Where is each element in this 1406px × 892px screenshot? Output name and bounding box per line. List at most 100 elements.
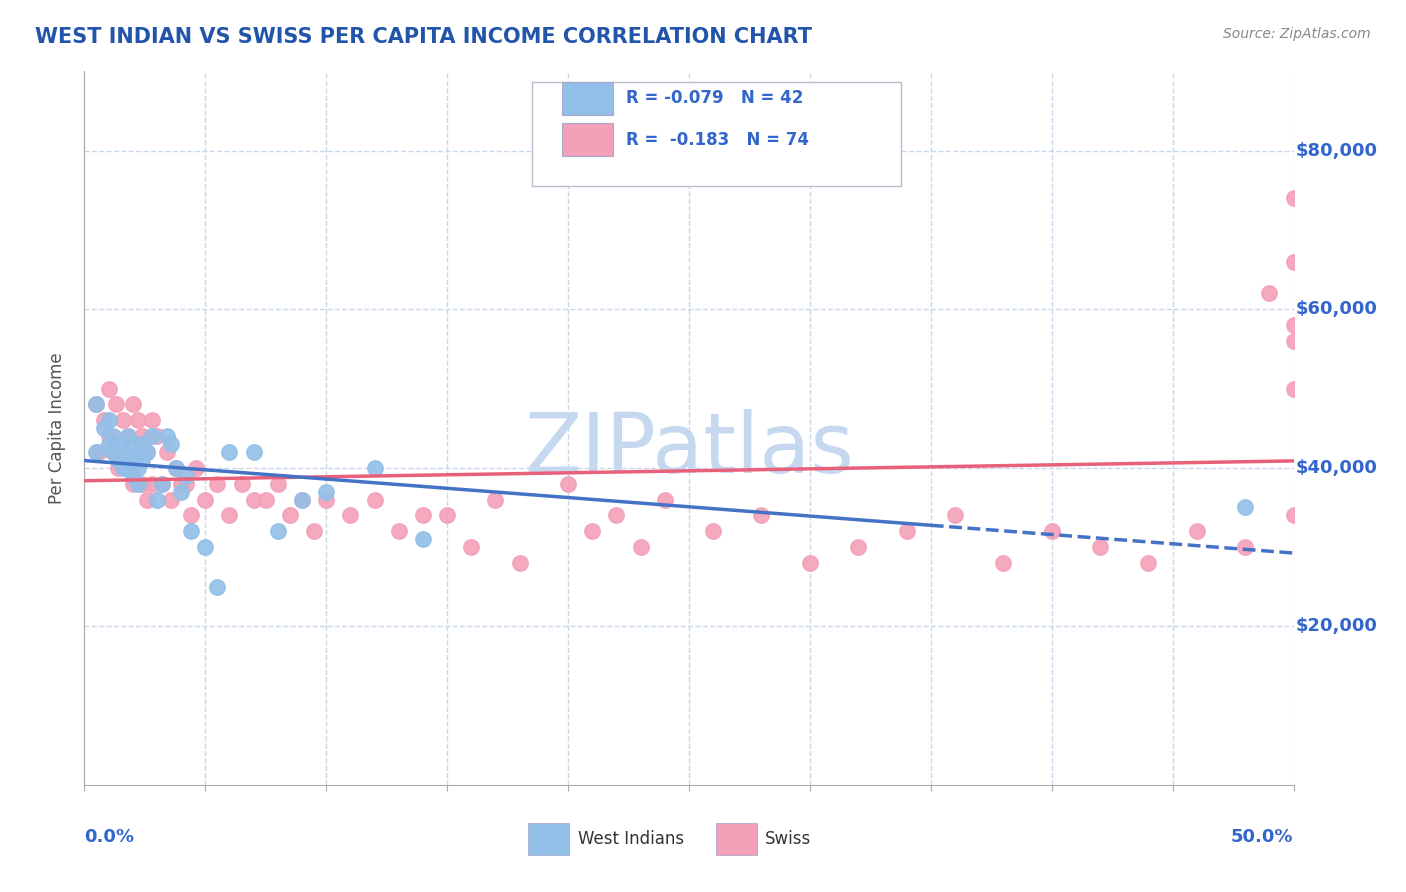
Point [104, 397, 127, 411]
Point [150, 476, 173, 491]
Point [363, 492, 385, 507]
FancyBboxPatch shape [562, 123, 613, 156]
Point [315, 484, 337, 499]
Point [315, 492, 337, 507]
Point [97, 437, 120, 451]
Point [127, 476, 149, 491]
Point [127, 460, 149, 475]
Point [1040, 524, 1063, 539]
Point [155, 429, 177, 443]
Point [581, 524, 603, 539]
Point [751, 508, 773, 523]
Point [557, 476, 579, 491]
Point [117, 460, 139, 475]
Point [107, 437, 129, 451]
Point [180, 508, 202, 523]
Point [630, 540, 652, 554]
Text: R = -0.079   N = 42: R = -0.079 N = 42 [626, 89, 803, 107]
Point [131, 437, 153, 451]
Point [1137, 556, 1160, 570]
Point [165, 460, 187, 475]
Point [302, 524, 325, 539]
FancyBboxPatch shape [529, 823, 569, 855]
Point [121, 437, 143, 451]
Point [155, 445, 177, 459]
Text: 50.0%: 50.0% [1232, 828, 1294, 846]
Text: $60,000: $60,000 [1296, 301, 1378, 318]
Point [103, 445, 125, 459]
Point [174, 476, 197, 491]
Point [702, 524, 724, 539]
Point [339, 508, 361, 523]
Point [121, 397, 143, 411]
FancyBboxPatch shape [716, 823, 756, 855]
Text: Swiss: Swiss [765, 830, 811, 848]
Point [194, 492, 217, 507]
Point [121, 468, 143, 483]
Point [131, 429, 153, 443]
Point [605, 508, 627, 523]
Point [141, 476, 163, 491]
Text: $20,000: $20,000 [1296, 617, 1378, 635]
Point [86, 397, 108, 411]
Point [87, 445, 110, 459]
Point [218, 445, 240, 459]
Point [484, 492, 506, 507]
Point [180, 524, 202, 539]
Point [127, 413, 149, 427]
Point [131, 476, 153, 491]
Point [97, 413, 120, 427]
Point [1234, 500, 1257, 515]
Point [943, 508, 966, 523]
Point [121, 453, 143, 467]
Point [97, 429, 120, 443]
Point [1282, 318, 1305, 332]
Point [267, 524, 290, 539]
Point [150, 476, 173, 491]
Point [127, 445, 149, 459]
Point [799, 556, 821, 570]
Point [86, 397, 108, 411]
Point [231, 476, 253, 491]
Y-axis label: Per Capita Income: Per Capita Income [48, 352, 66, 504]
Point [291, 492, 314, 507]
Point [93, 413, 115, 427]
Point [97, 382, 120, 396]
Point [170, 484, 193, 499]
Point [1282, 191, 1305, 205]
Text: R =  -0.183   N = 74: R = -0.183 N = 74 [626, 131, 808, 149]
Point [103, 429, 125, 443]
Text: ZIPatlas: ZIPatlas [524, 409, 853, 490]
Point [112, 445, 135, 459]
Point [112, 413, 135, 427]
Point [896, 524, 918, 539]
Point [117, 460, 139, 475]
Point [112, 445, 135, 459]
Text: Source: ZipAtlas.com: Source: ZipAtlas.com [1223, 27, 1371, 41]
Point [242, 492, 264, 507]
Text: $40,000: $40,000 [1296, 458, 1378, 477]
Point [131, 453, 153, 467]
Point [1282, 334, 1305, 348]
Point [194, 540, 217, 554]
Point [1234, 540, 1257, 554]
Point [117, 429, 139, 443]
Point [1185, 524, 1208, 539]
Point [184, 460, 207, 475]
Point [160, 437, 183, 451]
Point [218, 508, 240, 523]
Point [846, 540, 869, 554]
Text: $80,000: $80,000 [1296, 142, 1378, 160]
FancyBboxPatch shape [562, 82, 613, 115]
Point [1282, 382, 1305, 396]
Point [141, 413, 163, 427]
Point [254, 492, 277, 507]
Point [86, 445, 108, 459]
Point [207, 476, 229, 491]
Point [136, 445, 159, 459]
Point [146, 492, 169, 507]
Point [291, 492, 314, 507]
FancyBboxPatch shape [531, 82, 901, 186]
Point [654, 492, 676, 507]
Point [93, 421, 115, 435]
